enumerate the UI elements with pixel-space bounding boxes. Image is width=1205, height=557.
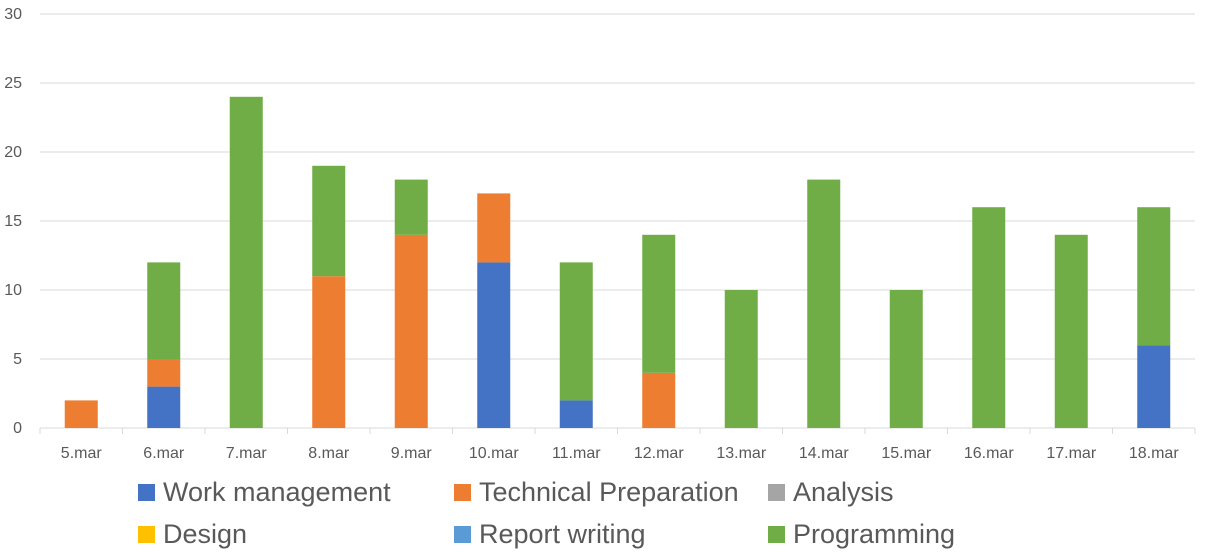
x-tick-label: 14.mar	[799, 445, 849, 462]
legend-swatch	[138, 525, 155, 543]
bar-segment	[1137, 207, 1171, 346]
bar-segment	[559, 400, 593, 428]
legend-item: Report writing	[454, 514, 646, 554]
bar-segment	[559, 262, 593, 401]
legend-swatch	[768, 525, 785, 543]
x-tick-label: 9.mar	[391, 445, 433, 462]
legend-item: Programming	[768, 514, 955, 554]
legend: Work management Technical Preparation Anal…	[138, 472, 1138, 557]
legend-swatch	[768, 483, 785, 501]
bar-segment	[477, 262, 511, 428]
bar-segment	[807, 179, 841, 428]
bar-segment	[477, 193, 511, 263]
x-tick-label: 5.mar	[61, 445, 103, 462]
legend-item: Work management	[138, 472, 391, 512]
bar-segment	[972, 207, 1006, 428]
x-tick-label: 16.mar	[964, 445, 1014, 462]
x-tick-label: 11.mar	[552, 445, 601, 462]
bar-segment	[394, 179, 428, 235]
legend-item: Design	[138, 514, 247, 554]
legend-label: Design	[163, 518, 248, 549]
bar-segment	[642, 372, 676, 428]
x-tick-label: 6.mar	[143, 445, 185, 462]
y-tick-label: 0	[13, 420, 22, 437]
legend-swatch	[138, 483, 155, 501]
y-tick-label: 20	[4, 144, 22, 161]
bar-segment	[147, 359, 181, 387]
legend-label: Work management	[163, 476, 391, 507]
legend-label: Analysis	[793, 476, 894, 507]
stacked-bar-chart: 0 5 10 15 20 25 30 5.mar 6.mar 7.mar 8.mar 9.mar 10.…	[4, 6, 1196, 462]
bar-segment	[64, 400, 98, 428]
y-tick-label: 5	[13, 351, 22, 368]
x-tick-label: 15.mar	[881, 445, 931, 462]
legend-label: Programming	[793, 518, 956, 549]
x-tick-label: 13.mar	[716, 445, 766, 462]
bar-segment	[312, 165, 346, 277]
bar-segment	[1137, 345, 1171, 428]
legend-swatch	[454, 483, 471, 501]
y-tick-label: 30	[4, 6, 22, 23]
x-tick-label: 17.mar	[1046, 445, 1096, 462]
bar-segment	[642, 234, 676, 373]
bar-segment	[724, 290, 758, 428]
x-tick-label: 18.mar	[1129, 445, 1179, 462]
bar-segment	[147, 262, 181, 359]
legend-item: Technical Preparation	[454, 472, 739, 512]
bar-segment	[229, 96, 263, 429]
legend-label: Technical Preparation	[479, 476, 739, 507]
y-tick-label: 15	[4, 213, 22, 230]
legend-label: Report writing	[479, 518, 646, 549]
x-tick-label: 10.mar	[469, 445, 519, 462]
x-tick-label: 12.mar	[634, 445, 684, 462]
bar-segment	[147, 386, 181, 428]
bar-segment	[394, 234, 428, 428]
legend-swatch	[454, 525, 471, 543]
x-tick-label: 7.mar	[226, 445, 268, 462]
bar-segment	[1054, 234, 1088, 428]
legend-item: Analysis	[768, 472, 894, 512]
bar-segment	[889, 290, 923, 428]
x-tick-label: 8.mar	[308, 445, 350, 462]
y-tick-label: 10	[4, 282, 22, 299]
bar-segment	[312, 276, 346, 428]
y-tick-label: 25	[4, 75, 22, 92]
